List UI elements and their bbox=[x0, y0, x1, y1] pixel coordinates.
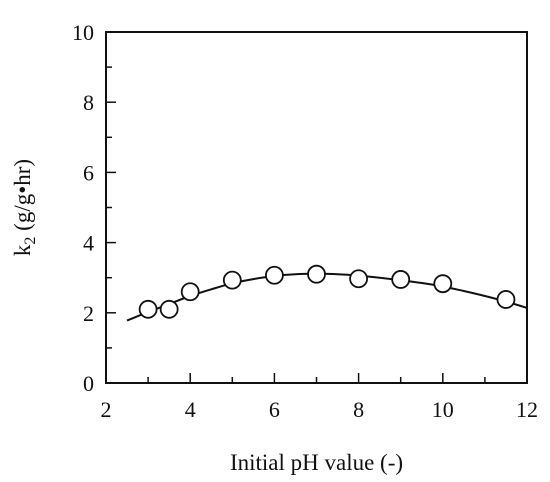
data-point bbox=[307, 264, 326, 284]
x-tick-label: 8 bbox=[353, 397, 364, 422]
x-tick-label: 2 bbox=[101, 397, 112, 422]
data-point bbox=[138, 299, 158, 319]
data-point bbox=[391, 270, 411, 289]
data-point bbox=[349, 269, 369, 289]
data-point bbox=[159, 299, 179, 319]
y-tick-label: 2 bbox=[83, 301, 94, 326]
x-tick-label: 10 bbox=[432, 397, 454, 422]
data-point bbox=[264, 265, 284, 285]
y-tick-label: 10 bbox=[72, 20, 94, 45]
y-axis-title-rest: (g/g•hr) bbox=[10, 159, 35, 237]
x-tick-label: 4 bbox=[185, 397, 196, 422]
y-tick-label: 0 bbox=[83, 371, 94, 396]
y-axis-title: k2 (g/g•hr) bbox=[10, 159, 39, 256]
y-tick-label: 6 bbox=[83, 160, 94, 185]
data-point bbox=[433, 274, 453, 294]
x-tick-label: 6 bbox=[269, 397, 280, 422]
data-point bbox=[222, 270, 242, 290]
y-tick-label: 4 bbox=[83, 231, 94, 256]
y-axis-title-subscript: 2 bbox=[22, 237, 39, 245]
x-tick-label: 12 bbox=[516, 397, 538, 422]
x-axis-title: Initial pH value (-) bbox=[230, 450, 403, 475]
y-axis-title-main: k bbox=[10, 244, 35, 256]
plot-frame bbox=[105, 31, 528, 384]
data-point bbox=[180, 282, 200, 302]
data-points bbox=[138, 264, 516, 319]
y-tick-label: 8 bbox=[83, 90, 94, 115]
data-point bbox=[496, 290, 516, 309]
